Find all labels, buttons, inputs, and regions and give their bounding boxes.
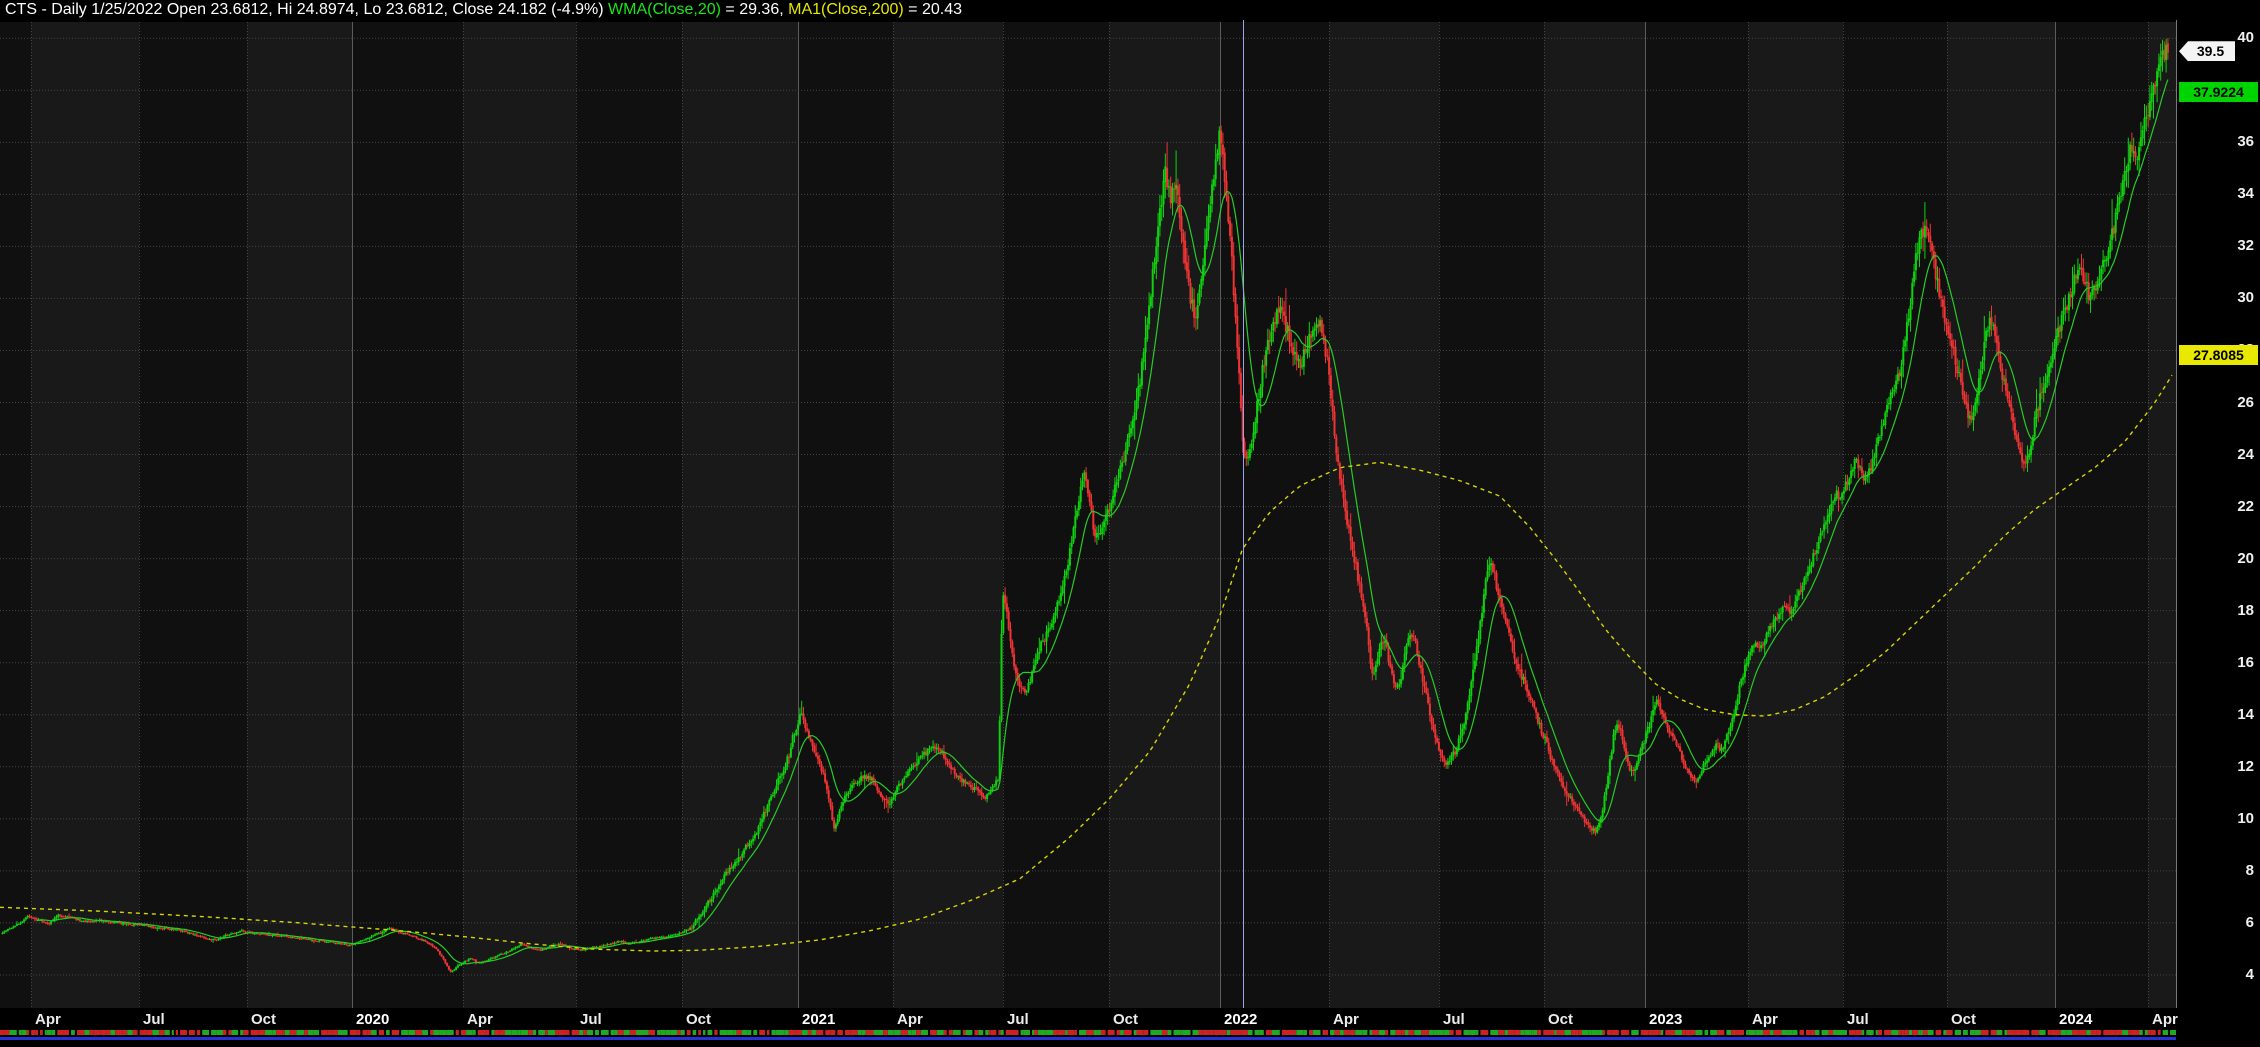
- time-tick-label: Oct: [686, 1011, 712, 1028]
- price-tick-label: 22: [2237, 497, 2254, 515]
- price-tick-label: 6: [2245, 913, 2254, 931]
- price-tick-label: 24: [2237, 445, 2254, 463]
- bands-layer: [0, 22, 2176, 1008]
- candlestick-chart[interactable]: [0, 0, 2176, 1008]
- time-tick-label: Apr: [2152, 1011, 2178, 1028]
- wma-indicator-label: WMA(Close,20): [608, 1, 721, 18]
- wma-indicator-value: = 29.36,: [720, 1, 789, 18]
- time-tick-label: Apr: [1752, 1011, 1778, 1028]
- time-tick-label: 2022: [1224, 1011, 1258, 1028]
- bottom-activity-strip: [0, 1030, 2176, 1035]
- wma-price-tag: 37.9224: [2179, 82, 2258, 103]
- price-tick-label: 10: [2237, 809, 2254, 827]
- time-tick-label: 2020: [356, 1011, 390, 1028]
- grid-layer: [0, 22, 2176, 1008]
- price-tick-label: 16: [2237, 653, 2254, 671]
- time-axis[interactable]: Apr Jul Oct 2020 Apr Jul Oct 2021 Apr Jul Oct 2022 A…: [0, 1008, 2260, 1047]
- price-tick-label: 32: [2237, 237, 2254, 255]
- price-tick-label: 20: [2237, 549, 2254, 567]
- time-tick-label: 2023: [1649, 1011, 1683, 1028]
- time-tick-label: Oct: [1113, 1011, 1139, 1028]
- time-tick-label: Apr: [1333, 1011, 1359, 1028]
- candles-layer: [1, 38, 2169, 973]
- price-tick-label: 8: [2245, 861, 2254, 879]
- time-tick-label: Apr: [35, 1011, 61, 1028]
- time-tick-label: Apr: [467, 1011, 493, 1028]
- price-tick-label: 18: [2237, 601, 2254, 619]
- price-tick-label: 26: [2237, 393, 2254, 411]
- time-tick-label: Apr: [897, 1011, 923, 1028]
- price-tick-label: 30: [2237, 289, 2254, 307]
- price-tick-label: 34: [2237, 185, 2254, 203]
- time-tick-label: Jul: [580, 1011, 602, 1028]
- price-axis-line: [2176, 20, 2177, 1009]
- time-tick-label: Jul: [1007, 1011, 1029, 1028]
- bottom-blue-line: [0, 1037, 2176, 1040]
- wma20-line: [36, 79, 2169, 965]
- time-tick-label: 2024: [2059, 1011, 2093, 1028]
- title-bar: CTS - Daily 1/25/2022 Open 23.6812, Hi 2…: [0, 0, 2260, 20]
- ma200-price-tag: 27.8085: [2179, 345, 2258, 366]
- time-tick-label: Oct: [1548, 1011, 1574, 1028]
- price-axis[interactable]: 46810121416182022242628303234363840: [2176, 0, 2260, 1008]
- ma200-line: [0, 374, 2173, 952]
- plot-area[interactable]: [0, 0, 2176, 1008]
- price-tick-label: 14: [2237, 705, 2254, 723]
- symbol-ohlc-text: CTS - Daily 1/25/2022 Open 23.6812, Hi 2…: [5, 1, 609, 18]
- price-tick-label: 4: [2245, 965, 2254, 983]
- ma-indicator-label: MA1(Close,200): [788, 1, 904, 18]
- ma-indicator-value: = 20.43: [903, 1, 963, 18]
- time-tick-label: 2021: [802, 1011, 836, 1028]
- price-tick-label: 40: [2237, 29, 2254, 47]
- last-price-tag: 39.5: [2179, 41, 2235, 62]
- time-tick-label: Oct: [251, 1011, 277, 1028]
- price-tick-label: 12: [2237, 757, 2254, 775]
- price-tick-label: 36: [2237, 133, 2254, 151]
- time-tick-label: Oct: [1951, 1011, 1977, 1028]
- time-tick-label: Jul: [1443, 1011, 1465, 1028]
- time-tick-label: Jul: [143, 1011, 165, 1028]
- time-tick-label: Jul: [1847, 1011, 1869, 1028]
